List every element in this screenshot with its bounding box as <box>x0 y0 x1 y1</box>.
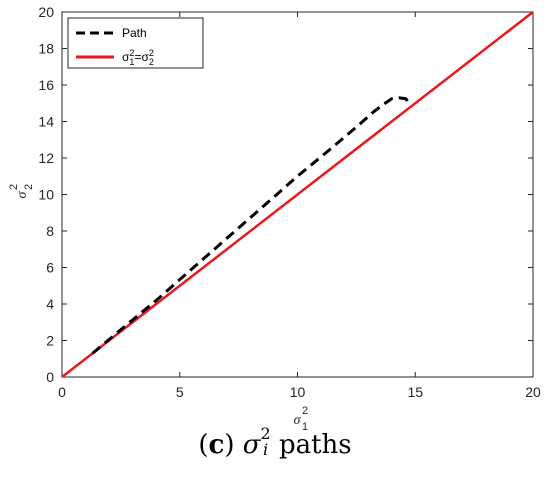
x-tick-label: 5 <box>176 384 184 400</box>
y-tick-label: 2 <box>46 333 54 349</box>
series-path-line <box>91 96 412 355</box>
x-tick-label: 10 <box>290 384 306 400</box>
legend-diagonal-label: σ2 1=σ2 2 <box>122 48 154 67</box>
caption-label: c <box>208 430 225 460</box>
y-axis-label-sub: 2 <box>23 184 35 190</box>
legend-diagonal-sup1: 2 <box>129 48 134 58</box>
legend-diagonal-sigma1: σ <box>122 50 130 64</box>
y-tick-label: 16 <box>38 77 54 93</box>
y-axis-label-sup: 2 <box>8 184 20 190</box>
x-tick-label: 20 <box>525 384 541 400</box>
series-layer <box>61 11 534 378</box>
y-axis-label: σ <box>15 190 30 198</box>
y-tick-label: 4 <box>46 296 54 312</box>
y-tick-label: 14 <box>38 114 54 130</box>
x-axis-label-sup: 2 <box>302 405 308 417</box>
legend-box <box>67 17 204 69</box>
x-tick-label: 15 <box>407 384 423 400</box>
series-diagonal-line <box>61 11 534 378</box>
y-tick-label: 12 <box>38 150 54 166</box>
y-tick-label: 10 <box>38 187 54 203</box>
x-axis-label-symbol: σ <box>294 413 302 428</box>
y-tick-label: 8 <box>46 223 54 239</box>
legend-path-label: Path <box>122 26 147 40</box>
caption-sub: i <box>263 440 269 459</box>
legend-diagonal-sub2: 2 <box>149 57 154 67</box>
legend: Path σ2 1=σ2 2 <box>67 17 204 69</box>
caption-text: paths <box>278 430 352 460</box>
legend-diagonal-sub1: 1 <box>129 57 134 67</box>
caption-symbol: σ <box>242 430 261 460</box>
y-tick-label: 18 <box>38 41 54 57</box>
x-axis-label-sub: 1 <box>302 421 308 430</box>
y-tick-label: 20 <box>38 4 54 20</box>
legend-diagonal-sup2: 2 <box>149 48 154 58</box>
y-axis-label-group: σ 2 2 <box>8 184 35 199</box>
y-tick-label: 0 <box>46 369 54 385</box>
legend-diagonal-eq: =σ <box>134 50 149 64</box>
caption-sup: 2 <box>260 424 271 443</box>
x-tick-label: 0 <box>58 384 66 400</box>
x-axis-label: σ <box>294 413 302 428</box>
y-tick-label: 6 <box>46 260 54 276</box>
